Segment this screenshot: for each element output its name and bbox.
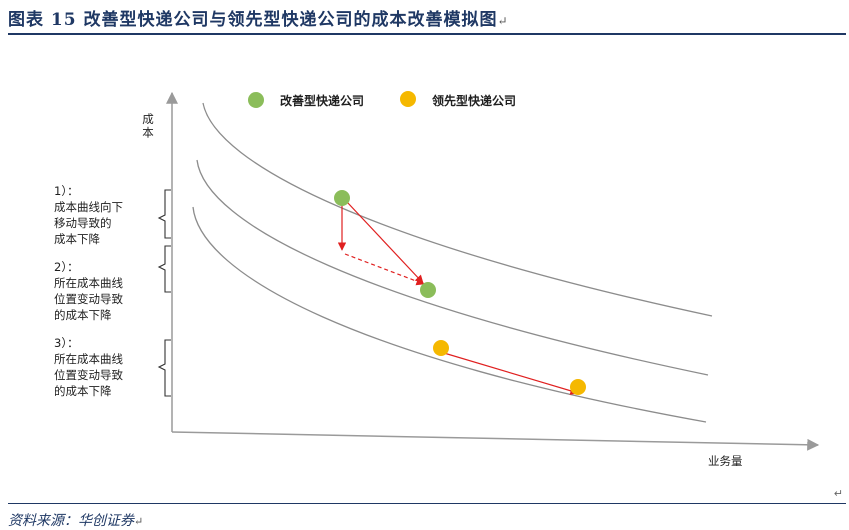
x-axis xyxy=(171,431,820,451)
arrow-diagonal-improver xyxy=(346,201,424,284)
y-axis-label: 成本 xyxy=(141,113,155,140)
annotation-2-line-1: 所在成本曲线 xyxy=(54,276,123,290)
annotation-1: 1）： 成本曲线向下 移动导致的 成本下降 xyxy=(54,184,123,246)
bracket-2 xyxy=(157,245,171,293)
cost-curve-lower xyxy=(192,206,707,423)
annotation-3: 3）： 所在成本曲线 位置变动导致 的成本下降 xyxy=(54,336,123,398)
annotation-1-line-1: 成本曲线向下 xyxy=(54,200,123,214)
annotation-1-line-2: 移动导致的 xyxy=(54,216,112,230)
return-mark: ↵ xyxy=(833,487,843,500)
annotation-2: 2）： 所在成本曲线 位置变动导致 的成本下降 xyxy=(54,260,123,322)
source-rule xyxy=(8,503,846,504)
leader-point-end xyxy=(570,379,586,395)
bracket-3 xyxy=(157,339,171,397)
return-mark: ↵ xyxy=(134,515,144,528)
bracket-1 xyxy=(157,189,171,239)
annotation-2-number: 2）： xyxy=(54,260,79,274)
return-mark: ↵ xyxy=(497,14,509,28)
leader-point-start xyxy=(433,340,449,356)
improver-point-start xyxy=(334,190,350,206)
arrow-along-curve-dashed xyxy=(344,253,425,286)
improver-point-end xyxy=(420,282,436,298)
cost-curve-upper xyxy=(202,102,713,317)
x-axis-label: 业务量 xyxy=(708,454,743,468)
title-rule xyxy=(8,33,846,35)
legend-marker-improver xyxy=(248,92,264,108)
cost-curve-middle xyxy=(196,159,709,376)
arrow-leader-move xyxy=(443,352,579,395)
legend-marker-leader xyxy=(400,91,416,107)
annotation-2-line-3: 的成本下降 xyxy=(54,308,112,322)
legend-label-improver: 改善型快递公司 xyxy=(280,93,364,108)
source-note: 资料来源：华创证券↵ xyxy=(8,513,144,529)
figure-title: 图表 15 改善型快递公司与领先型快递公司的成本改善模拟图↵ xyxy=(8,10,509,30)
annotation-3-line-1: 所在成本曲线 xyxy=(54,352,123,366)
annotation-3-line-3: 的成本下降 xyxy=(54,384,112,398)
legend: 改善型快递公司 领先型快递公司 xyxy=(248,91,516,108)
annotation-1-number: 1）： xyxy=(54,184,79,198)
annotation-3-line-2: 位置变动导致 xyxy=(54,368,123,382)
legend-label-leader: 领先型快递公司 xyxy=(432,93,516,108)
annotation-1-line-3: 成本下降 xyxy=(54,232,100,246)
annotation-3-number: 3）： xyxy=(54,336,79,350)
annotation-2-line-2: 位置变动导致 xyxy=(54,292,123,306)
